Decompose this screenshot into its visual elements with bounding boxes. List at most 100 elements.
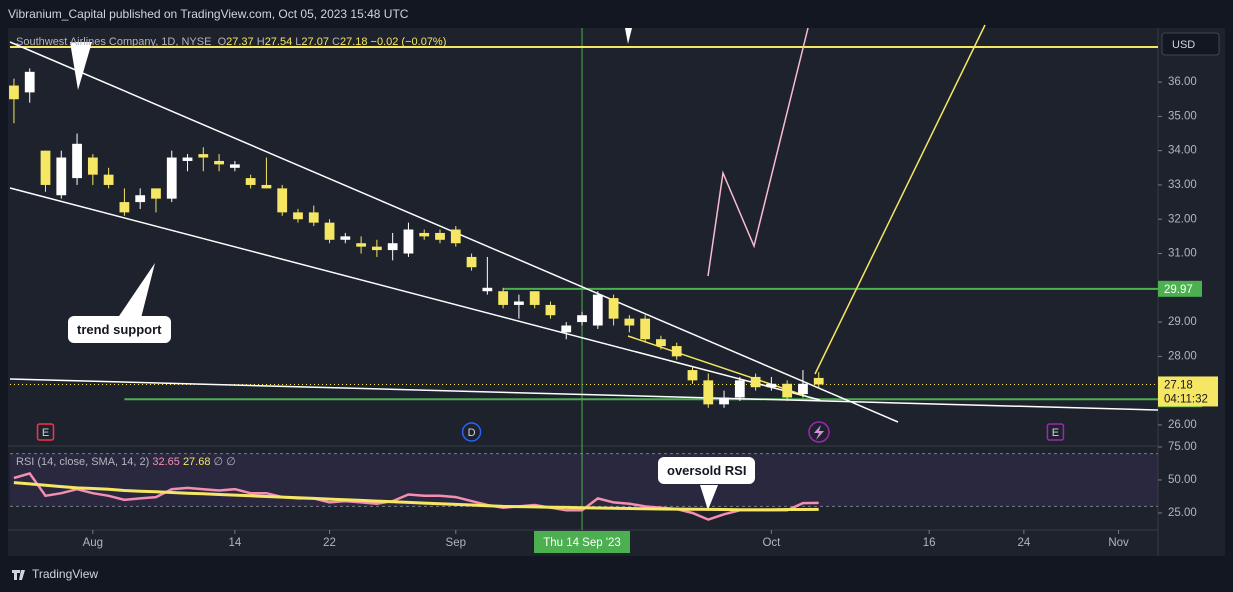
candle-body — [719, 397, 729, 405]
x-tick-label: Aug — [83, 537, 103, 549]
candle-body — [103, 174, 114, 185]
event-marker — [461, 422, 482, 442]
symbol-legend: Southwest Airlines Company, 1D, NYSE O27… — [16, 36, 446, 48]
footer-brand: TradingView — [32, 567, 99, 581]
candle-body — [214, 160, 224, 165]
projection-path — [707, 27, 809, 277]
candle-body — [245, 178, 256, 185]
currency: USD — [1172, 39, 1195, 51]
candle-body — [640, 318, 651, 340]
callout: oversold RSI — [658, 457, 756, 484]
ohlc-key: H — [256, 36, 265, 48]
candle-body — [198, 154, 209, 158]
rsi-legend: RSI (14, close, SMA, 14, 2) 32.65 27.68 … — [16, 455, 236, 468]
candle-body — [419, 232, 430, 237]
candle-body — [371, 246, 382, 251]
ohlc-key: O — [217, 36, 227, 48]
x-tick-label: 24 — [1017, 537, 1030, 549]
dividend-lightning — [814, 425, 824, 440]
candle-body — [608, 298, 619, 319]
y-tick-label: 36.00 — [1168, 76, 1197, 88]
candle-body — [403, 229, 414, 254]
event-marker — [36, 423, 55, 441]
candle-body — [782, 383, 793, 398]
y-tick-label: 28.00 — [1168, 350, 1197, 362]
event-label: E — [1052, 427, 1059, 439]
y-tick-label: 26.00 — [1168, 419, 1197, 431]
candle-body — [703, 380, 714, 405]
candle-body — [182, 157, 193, 161]
currency-box[interactable] — [1161, 32, 1220, 56]
event-marker — [1046, 423, 1065, 441]
rsi-line — [13, 481, 819, 512]
candle-body — [545, 304, 556, 316]
candle-body — [56, 157, 67, 196]
candle-body — [24, 71, 35, 93]
y-tick-label: 32.00 — [1168, 213, 1197, 225]
low-value: 27.07 — [301, 36, 329, 48]
candle-body — [87, 157, 98, 175]
rsi-value: 32.65 — [152, 456, 180, 468]
event-label: D — [468, 427, 476, 439]
tradingview-logo — [12, 570, 25, 580]
candle-body — [40, 150, 51, 185]
candle-body — [592, 294, 603, 326]
candle-body — [813, 377, 824, 385]
y-tick-label: 33.00 — [1168, 179, 1197, 191]
candle-body — [387, 243, 398, 251]
level-badge-label: 29.97 — [1164, 284, 1193, 296]
sma-value: 27.68 — [182, 456, 211, 468]
close-value: 27.18 — [339, 36, 368, 48]
candle-body — [750, 376, 761, 388]
candle-body — [9, 85, 19, 100]
candle-body — [324, 222, 335, 240]
candle-body — [624, 318, 635, 326]
x-tick-label: Sep — [446, 537, 466, 549]
callout-pointer — [115, 263, 155, 322]
candle-body — [766, 383, 777, 388]
callout-pointer — [625, 28, 632, 44]
x-tick-label: 16 — [923, 537, 936, 549]
candle-body — [466, 256, 477, 268]
callout-pointer — [700, 485, 718, 510]
candle-body — [277, 188, 288, 213]
high-value: 27.54 — [264, 36, 293, 48]
candle-body — [514, 301, 524, 305]
y-tick-label: 31.00 — [1168, 248, 1197, 260]
last-price-label: 27.18 — [1164, 379, 1193, 391]
projection-line — [814, 24, 986, 375]
candle-body — [450, 229, 461, 244]
trend-line — [9, 187, 821, 401]
open-value: 27.37 — [226, 36, 254, 48]
callout-pointer — [70, 42, 92, 90]
crosshair-label: Thu 14 Sep '23 — [543, 537, 621, 549]
candle-body — [151, 188, 161, 199]
x-tick-label: Nov — [1108, 537, 1129, 549]
ohlc-key: C — [332, 36, 340, 48]
candle-body — [529, 291, 540, 305]
level-badge — [1158, 280, 1202, 297]
y-tick-label: 34.00 — [1168, 145, 1197, 157]
y-tick-label: 35.00 — [1168, 110, 1197, 122]
candle-body — [482, 287, 493, 292]
last-price-badge — [1158, 376, 1218, 407]
publish-header: Vibranium_Capital published on TradingVi… — [8, 7, 409, 21]
candle-body — [561, 325, 572, 333]
crosshair-badge — [534, 531, 631, 553]
candle-body — [261, 184, 272, 189]
countdown-label: 04:11:32 — [1164, 393, 1208, 405]
candle-body — [356, 243, 366, 247]
rsi-band — [10, 453, 1158, 507]
x-tick-label: Oct — [762, 537, 781, 549]
candle-body — [498, 291, 509, 305]
rsi-line — [13, 471, 819, 521]
candle-body — [308, 212, 319, 223]
candle-body — [734, 380, 745, 398]
candle-body — [687, 370, 698, 381]
rsi-extra: ∅ ∅ — [213, 456, 236, 468]
change-value: −0.02 (−0.07%) — [370, 36, 447, 48]
ohlc-key: L — [295, 36, 302, 48]
symbol-title: Southwest Airlines Company, 1D, NYSE — [16, 36, 212, 48]
event-label: E — [42, 427, 49, 439]
